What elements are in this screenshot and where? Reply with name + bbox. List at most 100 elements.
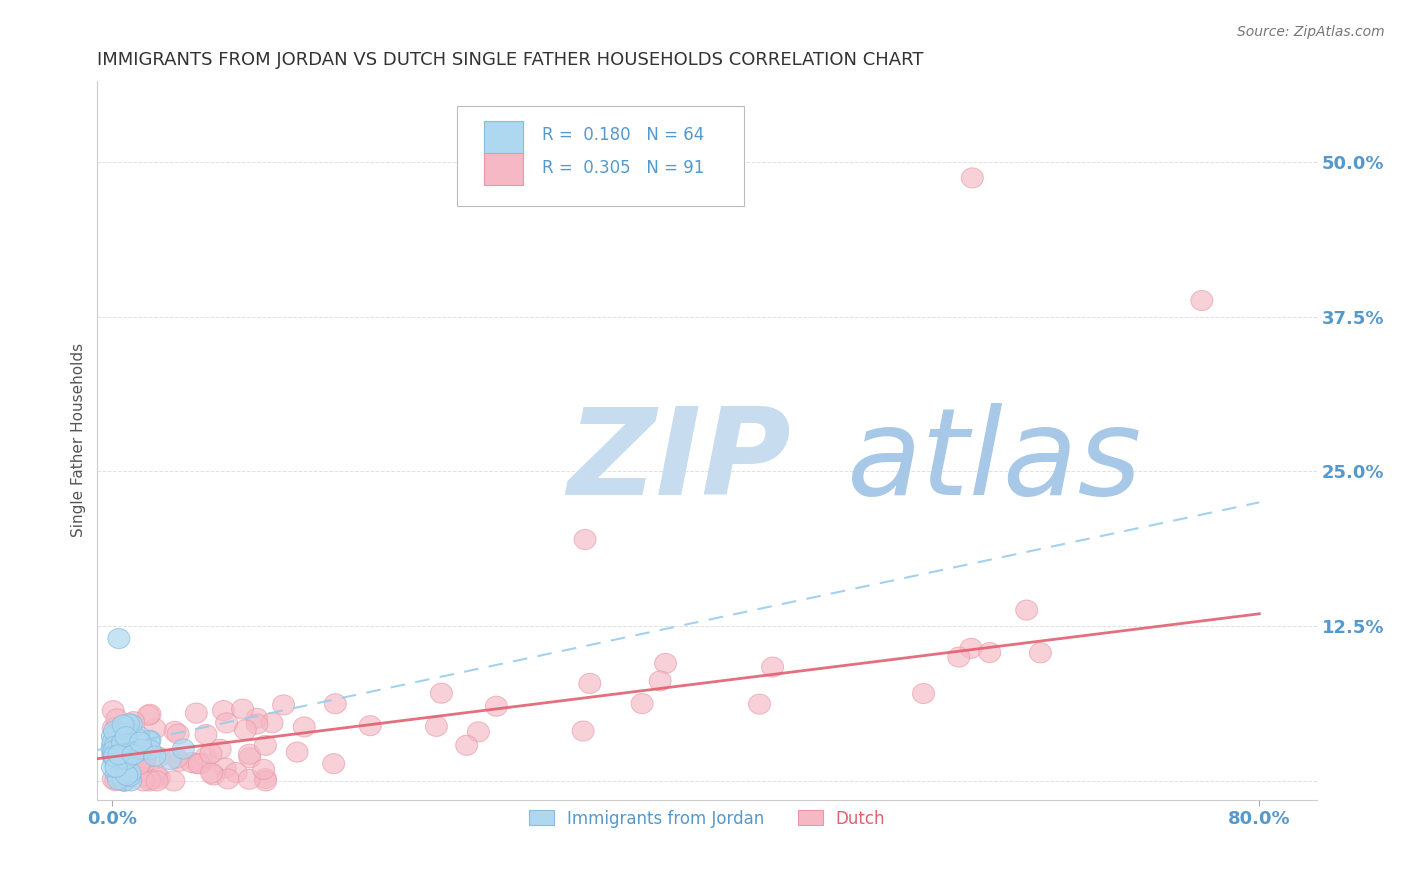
FancyBboxPatch shape xyxy=(457,106,744,205)
Ellipse shape xyxy=(631,694,652,714)
Ellipse shape xyxy=(115,749,136,770)
Ellipse shape xyxy=(104,736,127,756)
Ellipse shape xyxy=(294,717,315,737)
Text: IMMIGRANTS FROM JORDAN VS DUTCH SINGLE FATHER HOUSEHOLDS CORRELATION CHART: IMMIGRANTS FROM JORDAN VS DUTCH SINGLE F… xyxy=(97,51,924,69)
Ellipse shape xyxy=(105,723,127,744)
Ellipse shape xyxy=(145,719,166,739)
Ellipse shape xyxy=(122,712,145,731)
Ellipse shape xyxy=(118,766,141,787)
Ellipse shape xyxy=(186,703,207,723)
Ellipse shape xyxy=(108,742,131,763)
Ellipse shape xyxy=(105,733,127,753)
Ellipse shape xyxy=(430,683,453,703)
Ellipse shape xyxy=(166,748,187,768)
Ellipse shape xyxy=(114,771,136,791)
Ellipse shape xyxy=(134,753,155,772)
Ellipse shape xyxy=(103,769,124,789)
Ellipse shape xyxy=(104,771,127,790)
Text: ZIP: ZIP xyxy=(567,403,790,520)
Ellipse shape xyxy=(105,709,128,729)
Ellipse shape xyxy=(112,767,135,788)
Ellipse shape xyxy=(101,737,124,756)
Ellipse shape xyxy=(762,657,783,677)
Ellipse shape xyxy=(135,748,156,768)
Ellipse shape xyxy=(118,714,139,734)
Ellipse shape xyxy=(912,683,935,704)
Ellipse shape xyxy=(188,754,211,774)
Ellipse shape xyxy=(115,727,136,747)
Ellipse shape xyxy=(139,739,162,760)
Ellipse shape xyxy=(574,530,596,549)
Ellipse shape xyxy=(115,767,136,787)
Ellipse shape xyxy=(1191,291,1213,310)
Ellipse shape xyxy=(103,746,124,766)
Ellipse shape xyxy=(191,753,214,773)
Legend: Immigrants from Jordan, Dutch: Immigrants from Jordan, Dutch xyxy=(522,803,891,834)
Ellipse shape xyxy=(103,731,125,750)
Ellipse shape xyxy=(180,753,202,772)
Ellipse shape xyxy=(103,745,124,765)
FancyBboxPatch shape xyxy=(484,153,523,186)
Ellipse shape xyxy=(128,755,149,775)
Ellipse shape xyxy=(262,713,283,733)
Ellipse shape xyxy=(108,746,129,765)
Ellipse shape xyxy=(103,700,124,721)
Ellipse shape xyxy=(323,754,344,773)
Ellipse shape xyxy=(655,653,676,673)
Ellipse shape xyxy=(325,694,346,714)
Y-axis label: Single Father Households: Single Father Households xyxy=(72,343,86,538)
Ellipse shape xyxy=(202,765,225,785)
Ellipse shape xyxy=(1029,643,1052,663)
Ellipse shape xyxy=(127,729,149,749)
Ellipse shape xyxy=(115,756,138,776)
Ellipse shape xyxy=(103,746,125,766)
Ellipse shape xyxy=(139,731,160,750)
Ellipse shape xyxy=(485,696,508,716)
Ellipse shape xyxy=(254,769,277,789)
Ellipse shape xyxy=(232,699,253,719)
Ellipse shape xyxy=(103,718,124,739)
Ellipse shape xyxy=(186,754,208,773)
Ellipse shape xyxy=(117,747,139,767)
Ellipse shape xyxy=(254,735,277,756)
Ellipse shape xyxy=(108,738,131,757)
Ellipse shape xyxy=(108,745,129,764)
Ellipse shape xyxy=(138,706,159,725)
Ellipse shape xyxy=(104,746,125,766)
Ellipse shape xyxy=(112,740,135,760)
Ellipse shape xyxy=(115,716,138,737)
Ellipse shape xyxy=(579,673,600,693)
Ellipse shape xyxy=(101,740,124,760)
Ellipse shape xyxy=(238,769,260,789)
Ellipse shape xyxy=(146,766,167,786)
Text: Source: ZipAtlas.com: Source: ZipAtlas.com xyxy=(1237,25,1385,39)
Ellipse shape xyxy=(163,771,184,791)
Ellipse shape xyxy=(101,732,124,752)
Ellipse shape xyxy=(114,723,135,743)
Ellipse shape xyxy=(239,744,260,764)
Ellipse shape xyxy=(105,757,127,777)
Ellipse shape xyxy=(169,751,190,772)
Ellipse shape xyxy=(246,708,267,729)
Ellipse shape xyxy=(246,714,269,734)
Ellipse shape xyxy=(979,642,1001,663)
Ellipse shape xyxy=(139,771,160,791)
Ellipse shape xyxy=(225,763,247,782)
Ellipse shape xyxy=(572,721,595,741)
Ellipse shape xyxy=(1015,600,1038,620)
Ellipse shape xyxy=(159,749,181,770)
Ellipse shape xyxy=(105,764,127,783)
Ellipse shape xyxy=(104,721,125,741)
Ellipse shape xyxy=(149,768,170,788)
Ellipse shape xyxy=(112,771,134,791)
Ellipse shape xyxy=(107,770,129,789)
FancyBboxPatch shape xyxy=(484,120,523,153)
Ellipse shape xyxy=(165,722,186,741)
Ellipse shape xyxy=(128,726,149,747)
Ellipse shape xyxy=(125,739,148,758)
Ellipse shape xyxy=(273,695,294,715)
Ellipse shape xyxy=(748,694,770,714)
Ellipse shape xyxy=(132,771,155,791)
Ellipse shape xyxy=(121,714,142,734)
Ellipse shape xyxy=(112,756,135,775)
